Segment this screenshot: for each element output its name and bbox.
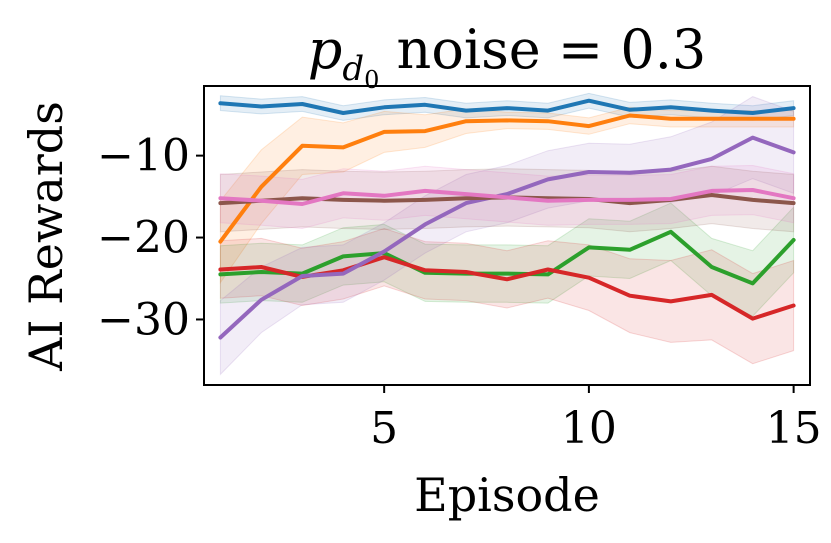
chart-title-symbol: p — [308, 18, 343, 81]
band-green — [219, 202, 795, 317]
y-tick-label: −20 — [97, 213, 190, 264]
line-blue — [218, 98, 796, 115]
x-tick-label: 10 — [561, 403, 617, 454]
chart-title-rest: noise = 0.3 — [379, 18, 706, 81]
chart-title-subscript: d — [342, 49, 364, 89]
y-axis-label: AI Rewards — [19, 101, 73, 372]
x-tick-label: 5 — [370, 403, 398, 454]
y-tick-label: −30 — [97, 294, 190, 345]
x-axis-ticks: 5 10 15 — [370, 385, 822, 454]
confidence-bands — [219, 92, 795, 376]
plot-frame — [203, 85, 811, 386]
band-orange — [219, 106, 795, 285]
y-tick-label: −10 — [97, 131, 190, 182]
x-axis-label: Episode — [414, 468, 600, 522]
band-purple — [219, 96, 795, 376]
chart-title-subsubscript: 0 — [364, 66, 379, 94]
line-green — [218, 229, 796, 286]
chart-title: pd0 noise = 0.3 — [308, 18, 706, 94]
y-axis-ticks: −10 −20 −30 — [97, 131, 204, 345]
line-orange — [218, 113, 796, 244]
line-pink — [218, 188, 796, 206]
series-lines — [218, 98, 796, 340]
x-tick-label: 15 — [766, 403, 822, 454]
line-purple — [218, 135, 796, 340]
